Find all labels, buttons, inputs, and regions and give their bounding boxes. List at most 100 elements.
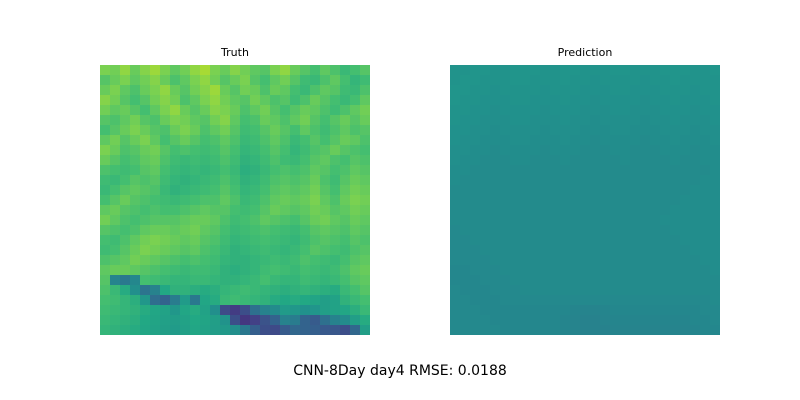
prediction-cell bbox=[580, 195, 591, 206]
truth-cell bbox=[200, 165, 211, 176]
truth-cell bbox=[290, 115, 301, 126]
prediction-cell bbox=[690, 225, 701, 236]
truth-cell bbox=[330, 285, 341, 296]
prediction-cell bbox=[650, 185, 661, 196]
truth-cell bbox=[310, 215, 321, 226]
truth-cell bbox=[200, 285, 211, 296]
truth-cell bbox=[190, 295, 201, 306]
truth-cell bbox=[230, 115, 241, 126]
truth-cell bbox=[360, 215, 370, 226]
truth-cell bbox=[320, 235, 331, 246]
prediction-cell bbox=[660, 325, 671, 335]
prediction-cell bbox=[620, 255, 631, 266]
truth-cell bbox=[240, 185, 251, 196]
truth-cell bbox=[100, 275, 111, 286]
truth-cell bbox=[180, 75, 191, 86]
prediction-cell bbox=[680, 95, 691, 106]
truth-cell bbox=[310, 225, 321, 236]
truth-cell bbox=[360, 65, 370, 76]
prediction-cell bbox=[520, 255, 531, 266]
prediction-cell bbox=[550, 295, 561, 306]
truth-cell bbox=[280, 95, 291, 106]
prediction-cell bbox=[460, 95, 471, 106]
truth-cell bbox=[110, 105, 121, 116]
prediction-cell bbox=[670, 125, 681, 136]
prediction-cell bbox=[500, 115, 511, 126]
prediction-cell bbox=[510, 235, 521, 246]
prediction-cell bbox=[690, 295, 701, 306]
truth-cell bbox=[300, 145, 311, 156]
prediction-cell bbox=[570, 245, 581, 256]
prediction-cell bbox=[660, 145, 671, 156]
truth-cell bbox=[280, 105, 291, 116]
truth-cell bbox=[220, 325, 231, 335]
truth-cell bbox=[300, 275, 311, 286]
truth-cell bbox=[280, 285, 291, 296]
prediction-cell bbox=[480, 245, 491, 256]
truth-cell bbox=[330, 135, 341, 146]
prediction-cell bbox=[500, 125, 511, 136]
truth-cell bbox=[250, 245, 261, 256]
prediction-cell bbox=[490, 115, 501, 126]
prediction-cell bbox=[540, 195, 551, 206]
prediction-cell bbox=[600, 175, 611, 186]
prediction-cell bbox=[710, 225, 720, 236]
truth-cell bbox=[180, 325, 191, 335]
prediction-cell bbox=[650, 95, 661, 106]
prediction-cell bbox=[600, 275, 611, 286]
prediction-cell bbox=[620, 215, 631, 226]
prediction-cell bbox=[590, 115, 601, 126]
prediction-cell bbox=[460, 115, 471, 126]
prediction-cell bbox=[580, 205, 591, 216]
prediction-cell bbox=[500, 105, 511, 116]
truth-cell bbox=[350, 95, 361, 106]
truth-cell bbox=[240, 75, 251, 86]
prediction-cell bbox=[470, 135, 481, 146]
prediction-cell bbox=[700, 225, 711, 236]
truth-cell bbox=[290, 295, 301, 306]
prediction-cell bbox=[540, 145, 551, 156]
truth-cell bbox=[210, 255, 221, 266]
prediction-cell bbox=[690, 255, 701, 266]
prediction-cell bbox=[670, 65, 681, 76]
truth-cell bbox=[350, 215, 361, 226]
truth-cell bbox=[190, 155, 201, 166]
prediction-cell bbox=[560, 265, 571, 276]
prediction-cell bbox=[630, 105, 641, 116]
prediction-cell bbox=[700, 145, 711, 156]
truth-cell bbox=[160, 165, 171, 176]
prediction-cell bbox=[690, 215, 701, 226]
truth-cell bbox=[170, 135, 181, 146]
truth-cell bbox=[330, 295, 341, 306]
prediction-cell bbox=[510, 145, 521, 156]
prediction-cell bbox=[700, 125, 711, 136]
prediction-cell bbox=[470, 145, 481, 156]
truth-cell bbox=[180, 65, 191, 76]
truth-cell bbox=[150, 205, 161, 216]
truth-cell bbox=[130, 105, 141, 116]
prediction-cell bbox=[590, 65, 601, 76]
prediction-cell bbox=[660, 215, 671, 226]
truth-cell bbox=[240, 325, 251, 335]
prediction-cell bbox=[530, 175, 541, 186]
prediction-cell bbox=[470, 285, 481, 296]
truth-cell bbox=[120, 175, 131, 186]
truth-cell bbox=[170, 65, 181, 76]
prediction-cell bbox=[700, 285, 711, 296]
prediction-cell bbox=[540, 125, 551, 136]
prediction-cell bbox=[520, 275, 531, 286]
truth-cell bbox=[210, 315, 221, 326]
prediction-cell bbox=[700, 65, 711, 76]
truth-cell bbox=[320, 165, 331, 176]
truth-cell bbox=[110, 145, 121, 156]
truth-cell bbox=[200, 105, 211, 116]
prediction-cell bbox=[470, 155, 481, 166]
truth-cell bbox=[210, 175, 221, 186]
prediction-cell bbox=[470, 125, 481, 136]
prediction-cell bbox=[710, 105, 720, 116]
prediction-cell bbox=[630, 185, 641, 196]
prediction-cell bbox=[560, 205, 571, 216]
prediction-cell bbox=[680, 105, 691, 116]
prediction-cell bbox=[470, 165, 481, 176]
prediction-cell bbox=[650, 295, 661, 306]
